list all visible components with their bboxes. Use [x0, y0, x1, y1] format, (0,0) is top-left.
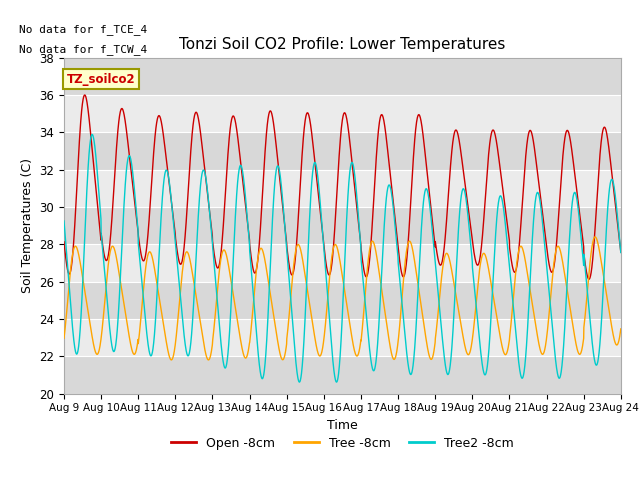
Bar	[64, 244, 621, 282]
Y-axis label: Soil Temperatures (C): Soil Temperatures (C)	[20, 158, 34, 293]
Bar	[64, 132, 621, 169]
X-axis label: Time: Time	[327, 419, 358, 432]
Text: No data for f_TCE_4: No data for f_TCE_4	[19, 24, 148, 35]
Bar	[64, 356, 621, 394]
Text: TZ_soilco2: TZ_soilco2	[67, 73, 136, 86]
Bar	[64, 169, 621, 207]
Text: No data for f_TCW_4: No data for f_TCW_4	[19, 44, 148, 55]
Bar	[64, 282, 621, 319]
Legend: Open -8cm, Tree -8cm, Tree2 -8cm: Open -8cm, Tree -8cm, Tree2 -8cm	[166, 432, 519, 455]
Bar	[64, 319, 621, 356]
Bar	[64, 207, 621, 244]
Bar	[64, 95, 621, 132]
Title: Tonzi Soil CO2 Profile: Lower Temperatures: Tonzi Soil CO2 Profile: Lower Temperatur…	[179, 37, 506, 52]
Bar	[64, 58, 621, 95]
